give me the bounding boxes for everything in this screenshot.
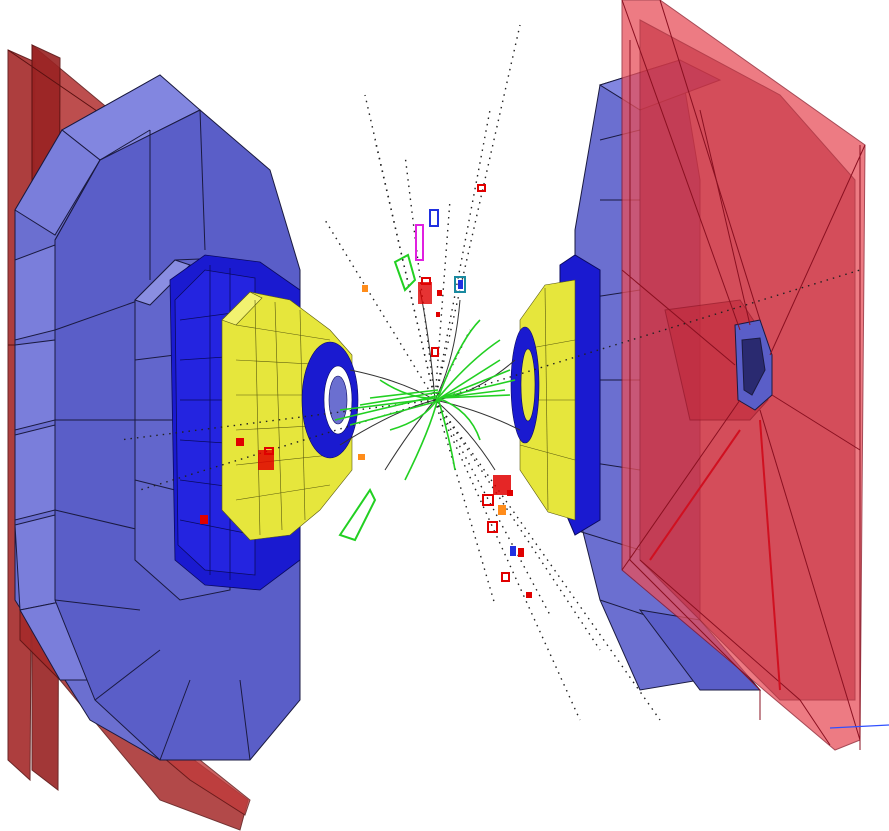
left-inner-cone: [221, 291, 359, 541]
energy-deposits: [200, 184, 532, 598]
right-muon-chambers: [621, 0, 866, 751]
right-inner-cone: [510, 279, 576, 521]
particle-tracks: [119, 24, 861, 721]
axis-line: [829, 724, 889, 729]
